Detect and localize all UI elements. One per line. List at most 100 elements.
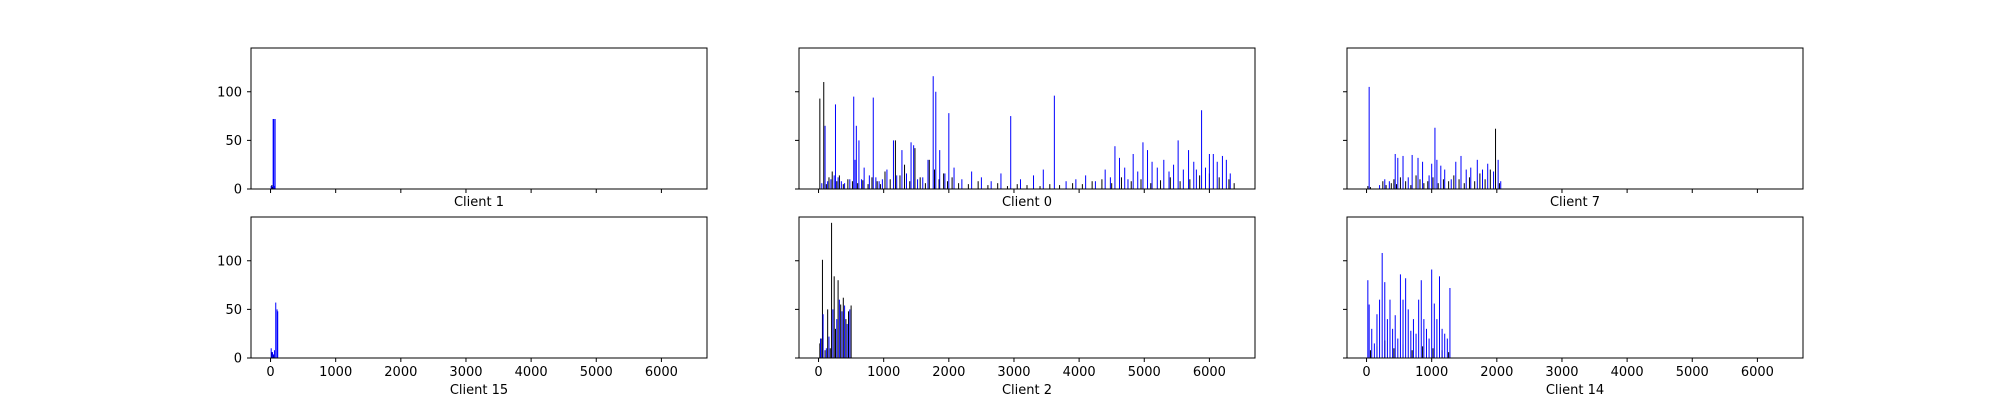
bar (842, 184, 844, 189)
bar (1147, 150, 1149, 189)
bar (825, 348, 827, 358)
bar (1394, 315, 1396, 358)
x-tick-label: 2000 (932, 365, 965, 380)
subplot-3: Client 7 (1343, 47, 1804, 210)
bar (1049, 184, 1051, 189)
bar (905, 173, 907, 189)
bar (1010, 116, 1012, 189)
axes-frame (1346, 216, 1804, 359)
bar (1137, 171, 1139, 189)
bar (997, 183, 999, 189)
bar (837, 177, 839, 189)
bar (1368, 304, 1370, 358)
bar (1229, 173, 1231, 189)
bar (836, 319, 838, 358)
bar (1474, 181, 1476, 189)
bar (273, 354, 275, 358)
bar (943, 173, 945, 189)
x-tick-label: 1000 (867, 365, 900, 380)
bar (1436, 159, 1438, 189)
bar (1439, 276, 1440, 358)
bar (1418, 299, 1420, 358)
bar (1460, 155, 1462, 189)
bar (820, 338, 822, 358)
bar (1381, 252, 1383, 358)
subplot-1: 0 50 100 Client 1 (217, 47, 708, 210)
bar (1448, 352, 1450, 358)
bar (1410, 330, 1412, 358)
bar (857, 183, 859, 189)
bar (1479, 173, 1481, 189)
bar (1150, 183, 1152, 189)
bar (1218, 177, 1220, 189)
bar (272, 355, 274, 358)
bar (910, 142, 912, 189)
x-axis-label: Client 15 (450, 383, 508, 398)
bar (980, 177, 982, 189)
bar (837, 280, 839, 358)
x-tick-label: 4000 (1063, 365, 1096, 380)
bar (863, 167, 865, 189)
bar (831, 171, 833, 189)
bar (832, 309, 834, 358)
bar (1225, 159, 1227, 189)
bar (951, 177, 953, 189)
bar (840, 304, 842, 358)
axes-frame (798, 216, 1256, 359)
bar (862, 180, 864, 189)
bar (1124, 167, 1126, 189)
bar (272, 187, 273, 189)
bar (831, 222, 833, 358)
x-axis-label: Client 14 (1546, 383, 1604, 398)
bar (1376, 314, 1378, 358)
bar (1065, 181, 1067, 189)
bar (1397, 157, 1399, 189)
bar (909, 181, 911, 189)
y-tick-label: 100 (217, 85, 242, 100)
bar (919, 177, 921, 189)
bar (967, 184, 969, 189)
bar (1428, 338, 1430, 358)
bar (1420, 280, 1422, 358)
bar (1417, 157, 1419, 189)
bar (889, 179, 891, 189)
bar (272, 118, 274, 189)
bar (1379, 299, 1381, 358)
bar (1384, 179, 1386, 189)
bar (1431, 269, 1433, 358)
bar (275, 302, 277, 358)
bar (1453, 175, 1455, 189)
bar (1384, 282, 1386, 358)
bar (1468, 177, 1470, 189)
bar (1182, 169, 1184, 189)
bar (828, 336, 830, 358)
x-tick-label: 3000 (997, 365, 1030, 380)
bar (850, 305, 852, 358)
bar (961, 179, 963, 189)
bar (867, 184, 869, 189)
bar (1410, 185, 1412, 189)
bar (1394, 153, 1396, 189)
bar (1042, 169, 1044, 189)
bar (1369, 350, 1371, 358)
bar (1189, 179, 1191, 189)
bar (944, 173, 946, 189)
bar (1026, 185, 1028, 189)
bar (1396, 184, 1398, 189)
bar (274, 118, 276, 189)
bar (1373, 343, 1375, 358)
bar (851, 181, 853, 189)
bar (1448, 181, 1450, 189)
bar (836, 181, 838, 189)
bar (848, 311, 850, 358)
bar (1059, 185, 1061, 189)
bar (971, 171, 973, 189)
bar (1422, 346, 1424, 358)
bar (841, 311, 843, 358)
x-axis-label: Client 2 (1002, 383, 1052, 398)
x-tick-label: 2000 (384, 365, 417, 380)
bar (1075, 179, 1077, 189)
bar (1160, 180, 1162, 189)
bar (1163, 159, 1165, 189)
bar (1446, 338, 1448, 358)
